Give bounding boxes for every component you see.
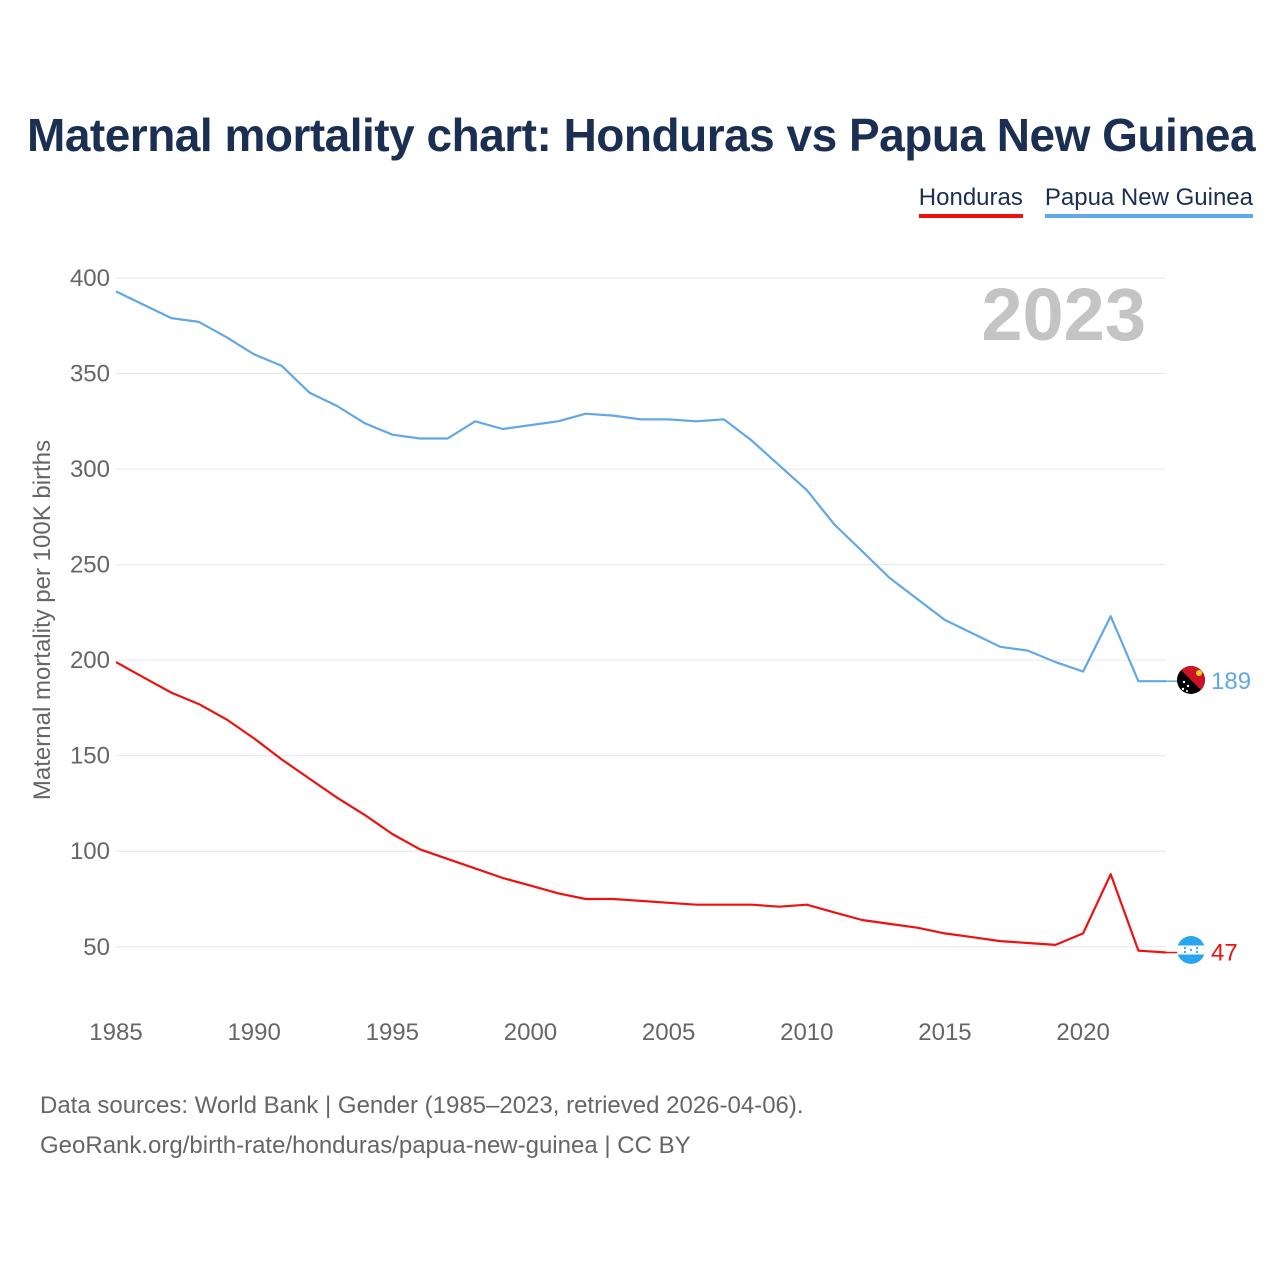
y-tick-label: 150 <box>70 743 110 770</box>
y-tick-label: 250 <box>70 552 110 579</box>
year-watermark: 2023 <box>981 273 1146 356</box>
x-tick-label: 2000 <box>504 1019 557 1046</box>
x-tick-label: 1995 <box>366 1019 419 1046</box>
x-tick-label: 2020 <box>1056 1019 1109 1046</box>
papua-new-guinea-flag-icon <box>1177 666 1205 694</box>
y-tick-label: 300 <box>70 456 110 483</box>
legend: Honduras Papua New Guinea <box>918 184 1253 218</box>
chart-title: Maternal mortality chart: Honduras vs Pa… <box>27 109 1256 161</box>
y-tick-label: 350 <box>70 361 110 388</box>
legend-item-honduras[interactable]: Honduras <box>918 184 1023 218</box>
x-tick-label: 1985 <box>89 1019 142 1046</box>
source-note: Data sources: World Bank | Gender (1985–… <box>40 1086 804 1166</box>
x-tick-label: 2010 <box>780 1019 833 1046</box>
end-value-label-honduras: 47 <box>1211 940 1238 967</box>
x-tick-label: 2005 <box>642 1019 695 1046</box>
y-tick-label: 100 <box>70 838 110 865</box>
y-tick-label: 200 <box>70 647 110 674</box>
x-tick-label: 1990 <box>227 1019 280 1046</box>
y-tick-label: 50 <box>83 934 110 961</box>
series-line-honduras <box>115 661 1167 954</box>
legend-item-papua-new-guinea[interactable]: Papua New Guinea <box>1044 184 1253 218</box>
y-tick-label: 400 <box>70 265 110 292</box>
source-line-2[interactable]: GeoRank.org/birth-rate/honduras/papua-ne… <box>40 1132 691 1159</box>
honduras-flag-icon <box>1177 936 1205 964</box>
x-tick-label: 2015 <box>918 1019 971 1046</box>
source-line-1: Data sources: World Bank | Gender (1985–… <box>40 1092 804 1119</box>
series-line-papua-new-guinea <box>115 290 1166 683</box>
end-value-label-papua-new-guinea: 189 <box>1211 668 1251 695</box>
y-axis-label: Maternal mortality per 100K births <box>29 440 56 800</box>
